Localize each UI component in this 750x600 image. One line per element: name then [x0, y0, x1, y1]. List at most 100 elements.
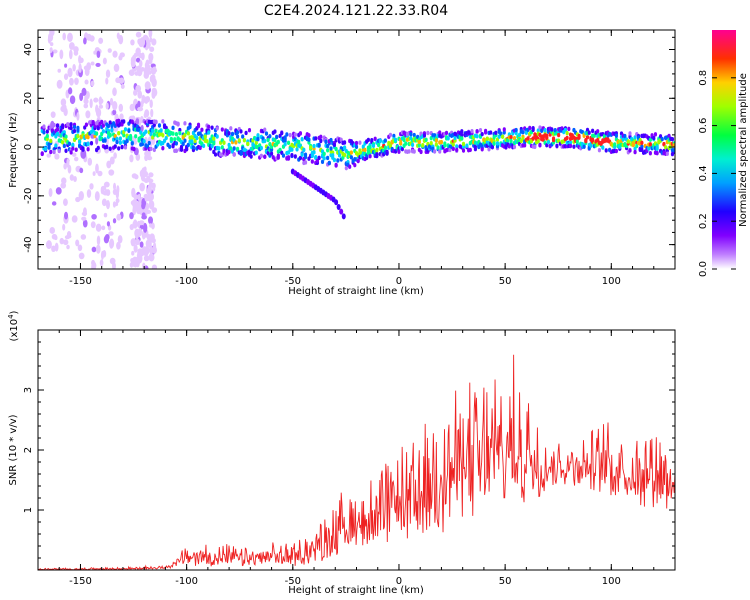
spectrogram-cell: [101, 225, 106, 231]
spectrogram-cell: [122, 119, 126, 124]
spectrogram-y-tick-label: 40: [23, 43, 34, 56]
spectrogram-cell: [138, 60, 143, 68]
spectrogram-cell: [84, 67, 90, 77]
spectrogram-cell: [102, 57, 107, 65]
spectrogram-cell: [188, 124, 192, 130]
spectrogram-cell: [341, 213, 346, 220]
spectrogram-cell: [40, 151, 44, 157]
spectrogram-cell: [100, 186, 105, 195]
spectrogram-cell: [300, 152, 304, 157]
spectrogram-cell: [281, 153, 286, 158]
spectrogram-cell: [152, 88, 158, 97]
spectrogram-cell: [596, 129, 600, 134]
spectrogram-cell: [460, 129, 464, 134]
spectrogram-cell: [67, 67, 73, 78]
spectrogram-cell: [509, 134, 513, 140]
spectrogram-cell: [174, 132, 179, 137]
spectrogram-cell: [227, 149, 231, 155]
spectrogram-cell: [672, 148, 675, 153]
spectrogram-cell: [376, 142, 381, 148]
spectrogram-x-tick-label: -150: [69, 276, 92, 287]
spectrogram-cell: [242, 138, 246, 143]
spectrogram-cell: [585, 135, 590, 140]
spectrogram-cell: [653, 132, 658, 137]
snr-ylabel: SNR (10 * v/v): [8, 414, 19, 485]
snr-y-ticks: 1 2 3: [23, 341, 675, 559]
spectrogram-cell: [115, 139, 119, 145]
spectrogram-x-tick-label: 100: [602, 276, 621, 287]
spectrogram-cell: [90, 80, 95, 87]
spectrogram-cell: [178, 130, 182, 136]
spectrogram-cell: [302, 147, 306, 153]
spectrogram-cell: [181, 141, 185, 147]
colorbar-tick-label: 0.0: [698, 261, 709, 277]
spectrogram-cell: [104, 189, 109, 196]
spectrogram-cell: [49, 149, 53, 155]
spectrogram-cell: [89, 183, 94, 190]
spectrogram-cell: [582, 133, 586, 138]
spectrogram-x-tick-label: 0: [396, 276, 402, 287]
spectrogram-cell: [148, 57, 153, 65]
spectrogram-cell: [51, 201, 57, 206]
snr-multiplier: (x104): [7, 310, 20, 341]
spectrogram-cell: [370, 137, 374, 143]
spectrogram-cell: [480, 147, 484, 152]
spectrogram-cell: [378, 138, 382, 144]
spectrogram-cell: [42, 124, 46, 129]
snr-x-tick-label: -150: [69, 576, 92, 587]
spectrogram-cell: [93, 97, 99, 103]
spectrogram-cell: [329, 146, 333, 151]
spectrogram-cell: [171, 144, 175, 149]
spectrogram-cell: [69, 95, 76, 105]
spectrogram-cell: [143, 193, 149, 199]
spectrogram-cell: [109, 156, 115, 165]
spectrogram-cell: [234, 140, 238, 145]
spectrogram-cell: [399, 141, 403, 146]
spectrogram-cell: [263, 154, 267, 159]
spectrogram-cell: [434, 138, 438, 143]
spectrogram-cell: [339, 137, 343, 142]
spectrogram-cell: [140, 124, 144, 132]
spectrogram-cell: [444, 130, 449, 136]
spectrogram-cell: [375, 153, 379, 159]
spectrogram-cell: [354, 140, 359, 146]
spectrogram-cell: [112, 201, 116, 208]
spectrogram-cell: [96, 126, 100, 131]
spectrogram-cell: [424, 137, 428, 142]
spectrogram-cell: [628, 148, 632, 153]
colorbar-label: Normalized spectral amplitude: [738, 73, 749, 227]
spectrogram-cell: [116, 185, 120, 195]
spectrogram-cell: [514, 127, 518, 133]
spectrogram-cell: [66, 244, 70, 250]
spectrogram-cell: [107, 48, 112, 53]
spectrogram-cell: [141, 202, 146, 210]
spectrogram-cell: [280, 130, 284, 136]
spectrogram-cell: [495, 141, 500, 146]
spectrogram-cell: [112, 109, 117, 116]
spectrogram-cell: [72, 128, 77, 134]
spectrogram-cell: [417, 143, 421, 148]
spectrogram-cell: [81, 87, 87, 96]
spectrogram-cell: [186, 131, 190, 136]
spectrogram-cell: [227, 131, 231, 136]
spectrogram-cell: [361, 144, 365, 149]
spectrogram-cell: [276, 139, 280, 145]
spectrogram-cell: [151, 78, 157, 88]
spectrogram-cell: [127, 128, 131, 134]
spectrogram-cell: [412, 132, 416, 138]
spectrogram-cell: [134, 230, 139, 240]
spectrogram-cell: [237, 138, 241, 143]
spectrogram-cell: [152, 132, 156, 137]
spectrogram-cell: [154, 119, 158, 125]
spectrogram-cell: [191, 145, 196, 150]
spectrogram-cell: [133, 244, 138, 253]
spectrogram-cell: [179, 147, 184, 152]
spectrogram-cell: [73, 176, 77, 183]
spectrogram-cell: [144, 129, 148, 134]
spectrogram-cell: [655, 150, 659, 156]
colorbar-tick-label: 0.8: [698, 70, 709, 86]
spectrogram-cell: [235, 130, 240, 135]
spectrogram-cell: [55, 187, 62, 195]
spectrogram-cell: [202, 143, 206, 149]
